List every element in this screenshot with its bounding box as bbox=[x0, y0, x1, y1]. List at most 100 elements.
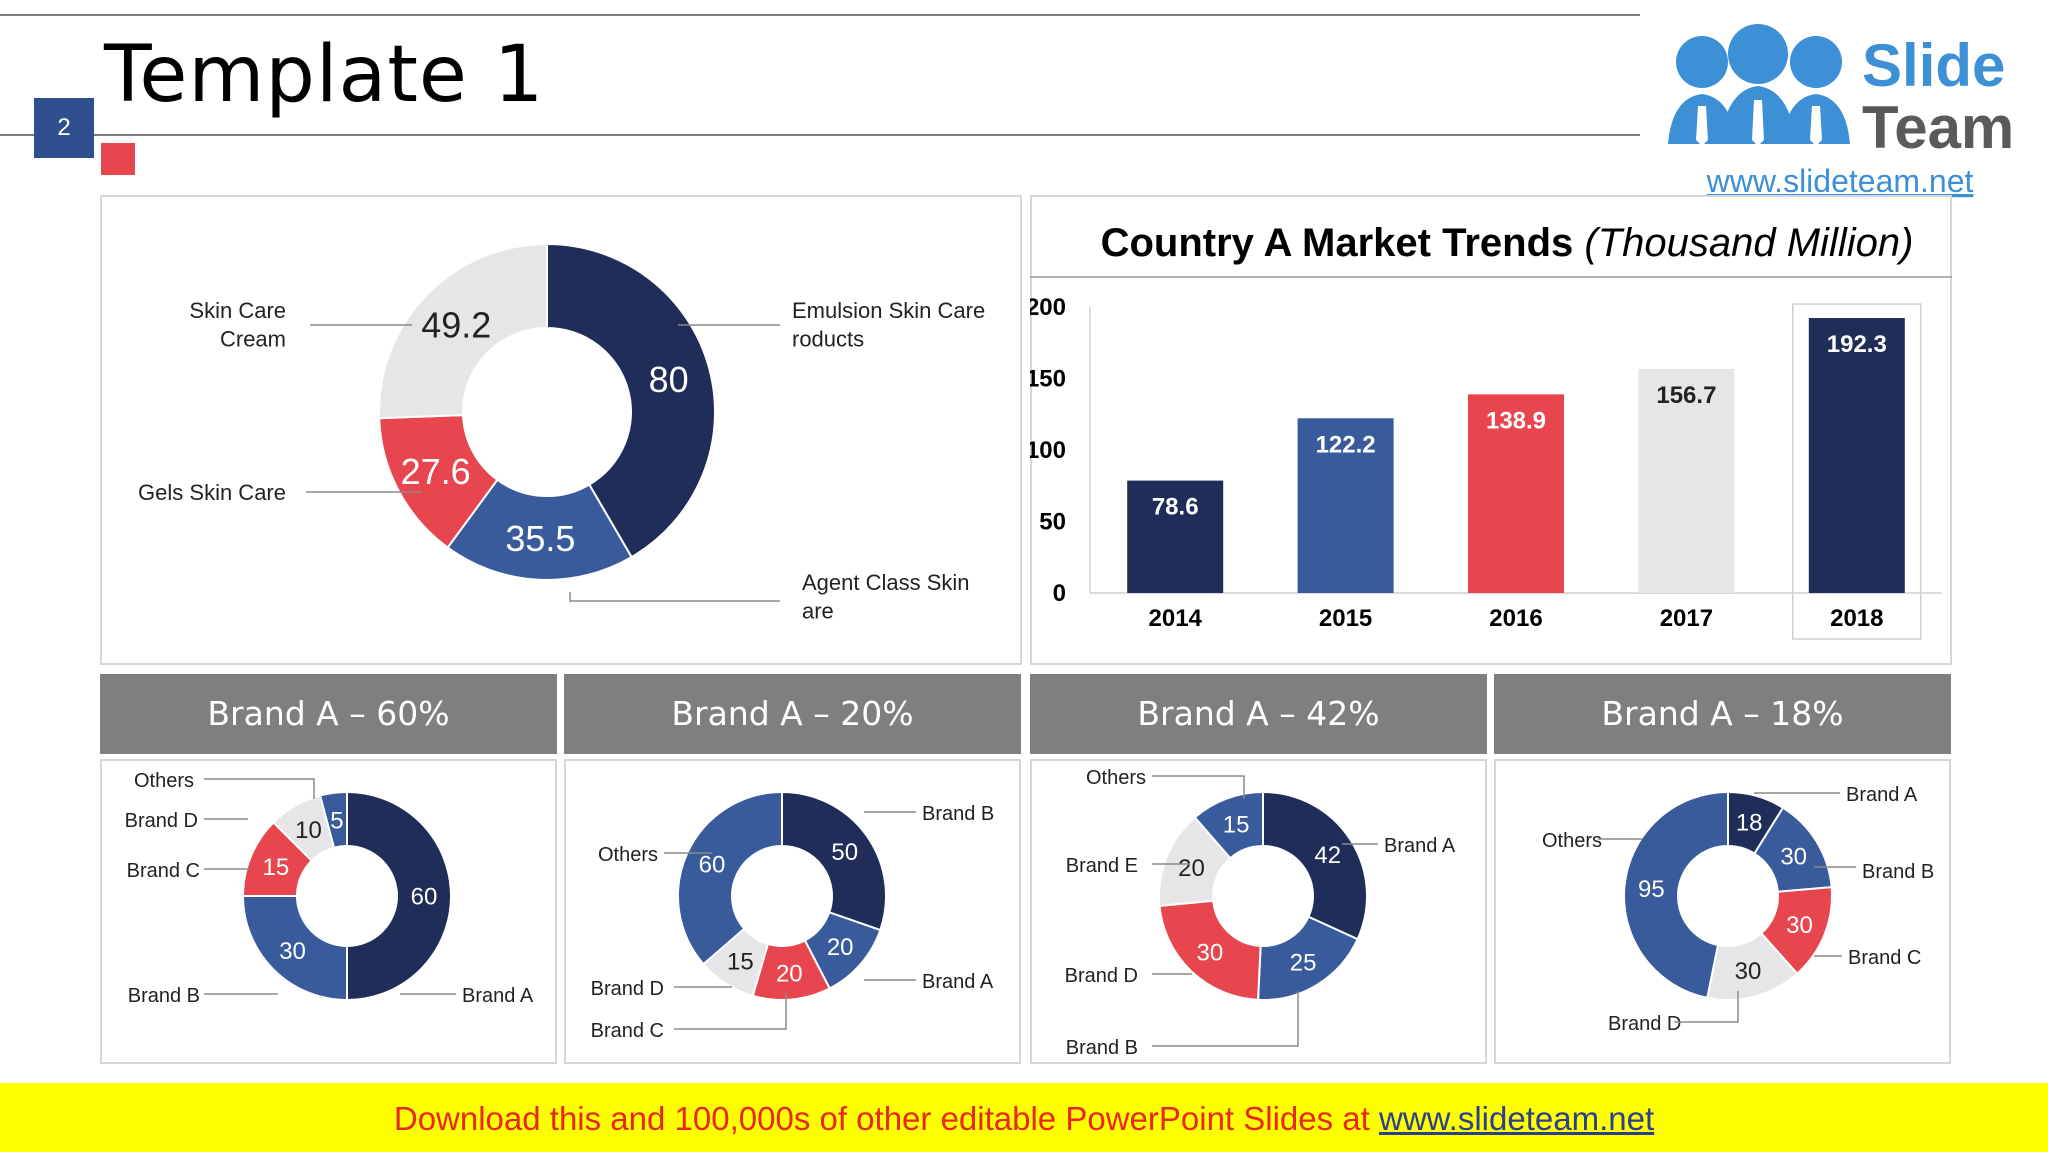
product-slice-agent-class-skin-care bbox=[446, 478, 633, 581]
brand-header-4: Brand A – 18% bbox=[1494, 674, 1951, 754]
y-tick-50: 50 bbox=[1039, 509, 1066, 536]
product-value-agent-class-skin-care: 35.5 bbox=[505, 518, 575, 559]
x-tick-2015: 2015 bbox=[1319, 605, 1372, 632]
brand2-slice-brand-b bbox=[781, 790, 887, 932]
people-logo-icon: Slide Team www.slideteam.net bbox=[1668, 24, 2014, 199]
bar-chart-subtitle: (Thousand Million) bbox=[1584, 221, 1914, 265]
brand4-value-others: 95 bbox=[1638, 876, 1665, 903]
download-banner-prefix: Download this and 100,000s of other edit… bbox=[393, 1100, 1379, 1137]
brand3-value-brand-b: 25 bbox=[1290, 949, 1317, 976]
product-value-gels-skin-care: 27.6 bbox=[401, 451, 471, 492]
bar-2014 bbox=[1127, 480, 1224, 593]
brand1-label-brand-d: Brand D bbox=[125, 810, 198, 832]
brand4-value-brand-b: 30 bbox=[1780, 843, 1807, 870]
brand2-value-brand-b: 50 bbox=[831, 839, 858, 866]
logo-url: www.slideteam.net bbox=[1706, 163, 1974, 199]
brand3-value-brand-a: 42 bbox=[1314, 842, 1341, 869]
brand-donut-3: 42 25 30 20 15 Brand A Brand B Brand D Brand E Ot… bbox=[1065, 767, 1456, 1059]
bar-value-2017: 156.7 bbox=[1656, 382, 1716, 409]
brand1-slice-brand-b bbox=[241, 895, 348, 1002]
brand1-leader-others bbox=[204, 778, 315, 799]
brand4-label-brand-a: Brand A bbox=[1846, 784, 1918, 806]
x-tick-2018: 2018 bbox=[1830, 605, 1883, 632]
brand1-label-others: Others bbox=[134, 770, 194, 792]
brand4-label-others: Others bbox=[1542, 830, 1602, 852]
product-value-skin-care-cream: 49.2 bbox=[421, 305, 491, 346]
highlight-frame-2018 bbox=[1792, 303, 1922, 640]
bar-value-2014: 78.6 bbox=[1152, 494, 1199, 521]
bar-chart-title-text: Country A Market Trends bbox=[1100, 221, 1574, 265]
brand-header-3: Brand A – 42% bbox=[1030, 674, 1487, 754]
brand1-value-brand-a: 60 bbox=[411, 884, 438, 911]
brand2-leader-brand-c bbox=[674, 991, 787, 1030]
brand4-label-brand-b: Brand B bbox=[1862, 861, 1934, 883]
bar-value-2016: 138.9 bbox=[1486, 407, 1546, 434]
brand3-leader-others bbox=[1152, 775, 1245, 799]
brand4-label-brand-c: Brand C bbox=[1848, 947, 1921, 969]
brand-donut-4: 18 30 30 30 95 Brand A Brand B Brand C Brand D Ot… bbox=[1542, 784, 1934, 1035]
download-banner bbox=[0, 1083, 2048, 1152]
label-skin-cream: Skin Care Cream bbox=[189, 298, 286, 352]
product-slice-skin-care-cream bbox=[378, 242, 548, 420]
top-rule bbox=[0, 14, 1640, 16]
brand1-value-brand-d: 10 bbox=[295, 817, 322, 844]
bar-2016 bbox=[1468, 394, 1564, 593]
label-gels: Gels Skin Care bbox=[138, 480, 286, 505]
title-rule bbox=[0, 134, 1640, 136]
product-slice-emulsion-skin-care-products bbox=[546, 242, 716, 559]
brand2-value-brand-d: 15 bbox=[727, 948, 754, 975]
leader-agent-class bbox=[569, 592, 780, 602]
logo-line1: Slide bbox=[1862, 32, 2005, 99]
x-tick-2017: 2017 bbox=[1660, 605, 1713, 632]
brand1-label-brand-a: Brand A bbox=[462, 985, 534, 1007]
brand4-value-brand-d: 30 bbox=[1735, 958, 1762, 985]
brand4-value-brand-a: 18 bbox=[1736, 810, 1763, 837]
brand2-label-brand-d: Brand D bbox=[591, 978, 664, 1000]
brand1-slice-brand-a bbox=[346, 790, 452, 1002]
brand1-value-brand-b: 30 bbox=[279, 938, 306, 965]
accent-square bbox=[101, 143, 135, 175]
label-agent-class: Agent Class Skin are bbox=[802, 570, 976, 624]
brand4-label-brand-d: Brand D bbox=[1608, 1013, 1681, 1035]
bar-chart-title: Country A Market Trends (Thousand Millio… bbox=[1032, 216, 1982, 270]
slide-number: 2 bbox=[34, 98, 94, 158]
brand2-label-brand-a: Brand A bbox=[922, 971, 994, 993]
brand2-value-others: 60 bbox=[699, 852, 726, 879]
brand3-label-others: Others bbox=[1086, 767, 1146, 789]
brand3-value-brand-d: 30 bbox=[1197, 939, 1224, 966]
y-tick-150: 150 bbox=[1030, 366, 1066, 393]
product-slice-gels-skin-care bbox=[378, 414, 499, 549]
brand1-label-brand-c: Brand C bbox=[127, 860, 200, 882]
brand2-label-others: Others bbox=[598, 844, 658, 866]
product-donut-chart: 80 35.5 27.6 49.2 Emulsion Skin Care roducts… bbox=[138, 242, 991, 624]
brand4-leader-brand-d bbox=[1674, 991, 1739, 1023]
brand2-value-brand-c: 20 bbox=[776, 960, 803, 987]
brand3-slice-brand-a bbox=[1262, 790, 1368, 941]
y-tick-100: 100 bbox=[1030, 437, 1066, 464]
slide-title: Template 1 bbox=[104, 30, 545, 120]
brand1-value-brand-c: 15 bbox=[263, 854, 290, 881]
x-tick-2014: 2014 bbox=[1149, 605, 1203, 632]
logo-line2: Team bbox=[1862, 94, 2014, 161]
download-banner-text: Download this and 100,000s of other edit… bbox=[0, 1100, 2048, 1138]
brand2-value-brand-a: 20 bbox=[827, 934, 854, 961]
brand-header-2: Brand A – 20% bbox=[564, 674, 1021, 754]
y-tick-0: 0 bbox=[1053, 580, 1066, 607]
market-trends-bar-chart: 0 50 100 150 200 78.6 2014 122.2 2015 138.9 2016 15… bbox=[1030, 276, 1952, 640]
slideteam-logo: Slide Team www.slideteam.net bbox=[1640, 14, 2040, 200]
brand-header-1: Brand A – 60% bbox=[100, 674, 557, 754]
x-tick-2016: 2016 bbox=[1489, 605, 1542, 632]
bar-value-2018: 192.3 bbox=[1827, 331, 1887, 358]
brand3-label-brand-e: Brand E bbox=[1066, 855, 1138, 877]
brand4-value-brand-c: 30 bbox=[1786, 912, 1813, 939]
brand3-value-others: 15 bbox=[1223, 811, 1250, 838]
download-link[interactable]: www.slideteam.net bbox=[1379, 1100, 1655, 1137]
brand3-slice-brand-d bbox=[1158, 899, 1262, 1001]
brand3-label-brand-a: Brand A bbox=[1384, 835, 1456, 857]
brand4-slice-others bbox=[1623, 790, 1729, 1000]
label-emulsion: Emulsion Skin Care roducts bbox=[792, 298, 991, 352]
bar-2017 bbox=[1638, 368, 1735, 593]
brand3-value-brand-e: 20 bbox=[1178, 855, 1205, 882]
brand2-slice-others bbox=[677, 790, 783, 966]
